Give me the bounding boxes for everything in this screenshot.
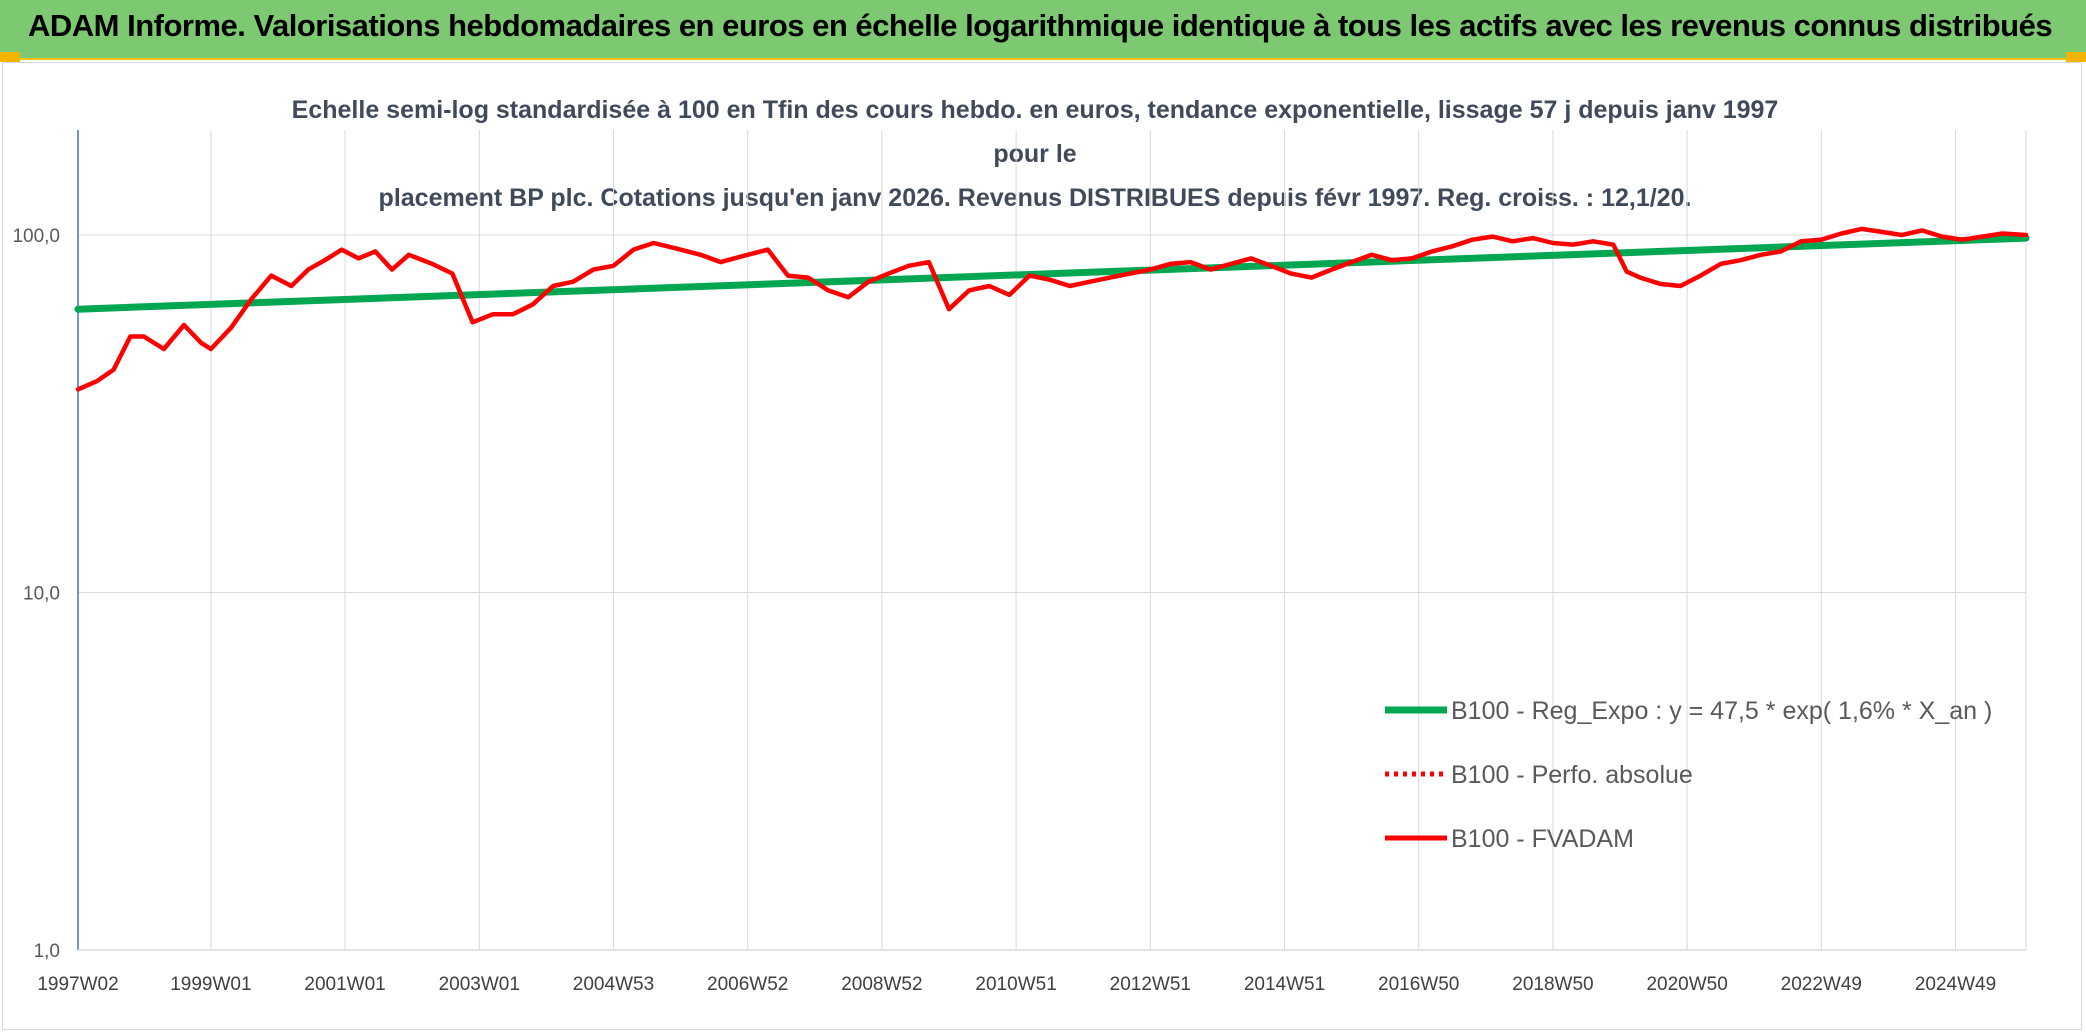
x-tick-label: 1997W02 [37,974,118,995]
x-tick-label: 2018W50 [1512,974,1593,995]
x-tick-label: 1999W01 [170,974,251,995]
x-tick-label: 2004W53 [573,974,654,995]
legend-label: B100 - Reg_Expo : y = 47,5 * exp( 1,6% *… [1451,697,1992,725]
fvadam-series-line [75,226,2029,392]
x-tick-label: 2020W50 [1646,974,1727,995]
x-tick-label: 2003W01 [439,974,520,995]
legend-label: B100 - FVADAM [1451,825,1634,853]
y-tick-label: 100,0 [12,226,60,247]
corner-marker-right [2066,52,2086,62]
chart-title-line-1: Echelle semi-log standardisée à 100 en T… [291,96,1779,168]
x-tick-label: 2016W50 [1378,974,1459,995]
x-tick-label: 2014W51 [1244,974,1325,995]
x-tick-label: 2010W51 [975,974,1056,995]
x-tick-label: 2006W52 [707,974,788,995]
chart-frame [2,62,2082,1030]
x-tick-label: 2001W01 [304,974,385,995]
x-tick-label: 2008W52 [841,974,922,995]
legend-label: B100 - Perfo. absolue [1451,761,1693,789]
y-tick-label: 1,0 [34,941,60,962]
header-bar: ADAM Informe. Valorisations hebdomadaire… [0,0,2086,60]
x-tick-label: 2012W51 [1110,974,1191,995]
x-tick-label: 2024W49 [1915,974,1996,995]
x-tick-label: 2022W49 [1781,974,1862,995]
regression-line [74,234,2030,313]
chart-title-line-2: placement BP plc. Cotations jusqu'en jan… [378,184,1692,212]
chart-title: Echelle semi-log standardisée à 100 en T… [280,88,1790,220]
page-title: ADAM Informe. Valorisations hebdomadaire… [28,8,2053,43]
y-tick-label: 10,0 [23,584,60,605]
corner-marker-left [0,52,20,62]
